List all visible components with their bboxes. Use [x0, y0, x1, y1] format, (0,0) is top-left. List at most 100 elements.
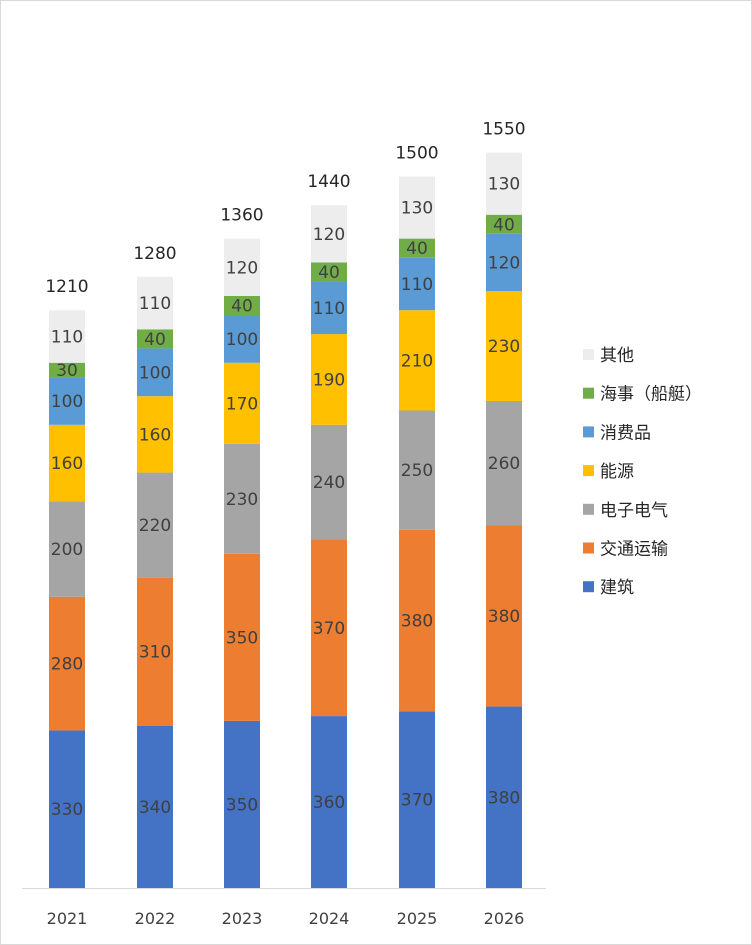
bar-segment-2022-s4: [137, 348, 173, 397]
bar-segment-2026-s4: [486, 233, 522, 292]
bar-segment-2022-s6: [137, 276, 173, 330]
data-label-2026-s5: 40: [493, 215, 515, 235]
data-label-2025-s6: 130: [401, 199, 433, 219]
total-label-2026: 1550: [482, 120, 525, 140]
data-label-2021-s5: 30: [56, 361, 78, 381]
data-label-2022-s2: 220: [139, 516, 171, 536]
data-label-2022-s6: 110: [139, 294, 171, 314]
legend-label-s1: 交通运输: [600, 540, 668, 560]
bar-segment-2024-s2: [311, 424, 347, 540]
data-label-2024-s0: 360: [313, 793, 345, 813]
bar-segment-2024-s3: [311, 334, 347, 425]
bar-segment-2022-s0: [137, 725, 173, 888]
bar-segment-2026-s5: [486, 214, 522, 234]
total-label-2021: 1210: [45, 277, 88, 297]
bar-segment-2022-s5: [137, 329, 173, 349]
data-label-2023-s1: 350: [226, 628, 258, 648]
total-label-2022: 1280: [133, 244, 176, 264]
legend-swatch-s1: [583, 542, 594, 554]
data-label-2022-s0: 340: [139, 798, 171, 818]
data-label-2021-s2: 200: [51, 540, 83, 560]
legend-swatch-s2: [583, 503, 594, 515]
legend-swatch-s5: [583, 387, 594, 399]
bar-segment-2026-s0: [486, 706, 522, 888]
data-label-2021-s6: 110: [51, 327, 83, 347]
bar-segment-2025-s5: [399, 238, 435, 258]
bar-segment-2025-s3: [399, 310, 435, 411]
legend-label-s3: 能源: [600, 462, 634, 482]
data-label-2021-s0: 330: [51, 800, 83, 820]
bar-segment-2023-s6: [224, 238, 260, 296]
data-label-2022-s5: 40: [144, 330, 166, 350]
x-tick-2023: 2023: [222, 909, 263, 928]
data-label-2026-s6: 130: [488, 175, 520, 195]
legend-swatch-s6: [583, 349, 594, 360]
bar-segment-2023-s1: [224, 553, 260, 721]
data-label-2023-s2: 230: [226, 490, 258, 510]
bar-segment-2023-s0: [224, 720, 260, 888]
data-label-2024-s3: 190: [313, 370, 345, 390]
data-label-2022-s1: 310: [139, 643, 171, 663]
bar-segment-2021-s6: [49, 310, 85, 363]
data-label-2023-s3: 170: [226, 394, 258, 414]
legend-label-s0: 建筑: [600, 578, 634, 598]
legend-label-s2: 电子电气: [600, 501, 668, 521]
bar-segment-2024-s4: [311, 281, 347, 335]
x-tick-2021: 2021: [47, 909, 88, 928]
data-label-2023-s5: 40: [231, 296, 253, 316]
total-label-2023: 1360: [220, 206, 263, 226]
legend-swatch-s0: [583, 581, 594, 593]
bar-segment-2025-s1: [399, 529, 435, 712]
data-label-2026-s2: 260: [488, 454, 520, 474]
bar-segment-2024-s1: [311, 539, 347, 717]
bar-segment-2022-s1: [137, 577, 173, 726]
legend-swatch-s4: [583, 426, 594, 438]
data-label-2026-s3: 230: [488, 337, 520, 357]
x-tick-2026: 2026: [484, 909, 525, 928]
bar-segment-2022-s2: [137, 472, 173, 578]
data-label-2023-s0: 350: [226, 795, 258, 815]
bar-segment-2023-s4: [224, 315, 260, 363]
x-tick-2024: 2024: [309, 909, 350, 928]
bar-segment-2021-s3: [49, 424, 85, 502]
data-label-2022-s4: 100: [139, 363, 171, 383]
data-label-2024-s4: 110: [313, 299, 345, 319]
legend-label-s6: 其他: [600, 346, 634, 366]
data-label-2024-s6: 120: [313, 225, 345, 245]
bar-segment-2021-s1: [49, 596, 85, 731]
data-label-2025-s2: 250: [401, 461, 433, 481]
data-label-2025-s5: 40: [406, 239, 428, 259]
bar-segment-2025-s0: [399, 711, 435, 888]
data-label-2024-s5: 40: [318, 263, 340, 283]
data-label-2026-s0: 380: [488, 788, 520, 808]
data-label-2025-s3: 210: [401, 351, 433, 371]
data-label-2025-s4: 110: [401, 275, 433, 295]
data-label-2022-s3: 160: [139, 425, 171, 445]
data-label-2021-s3: 160: [51, 454, 83, 474]
bar-segment-2024-s5: [311, 262, 347, 282]
data-label-2025-s0: 370: [401, 791, 433, 811]
legend-label-s5: 海事（船艇）: [600, 385, 702, 405]
bar-segment-2023-s3: [224, 362, 260, 444]
bar-segment-2023-s2: [224, 443, 260, 554]
bar-segment-2021-s4: [49, 377, 85, 425]
bar-segment-2025-s4: [399, 257, 435, 311]
x-tick-2025: 2025: [397, 909, 438, 928]
bar-segment-2025-s2: [399, 410, 435, 530]
legend-swatch-s3: [583, 465, 594, 477]
total-label-2025: 1500: [395, 144, 438, 164]
bar-segment-2024-s6: [311, 205, 347, 263]
data-label-2021-s4: 100: [51, 392, 83, 412]
bar-segment-2025-s6: [399, 176, 435, 239]
data-label-2023-s6: 120: [226, 258, 258, 278]
data-label-2025-s1: 380: [401, 612, 433, 632]
bar-segment-2026-s2: [486, 400, 522, 526]
bar-segment-2021-s5: [49, 362, 85, 378]
bar-segment-2023-s5: [224, 295, 260, 315]
bar-segment-2026-s1: [486, 525, 522, 707]
bar-segment-2024-s0: [311, 716, 347, 888]
data-label-2023-s4: 100: [226, 330, 258, 350]
bar-segment-2021-s0: [49, 730, 85, 888]
